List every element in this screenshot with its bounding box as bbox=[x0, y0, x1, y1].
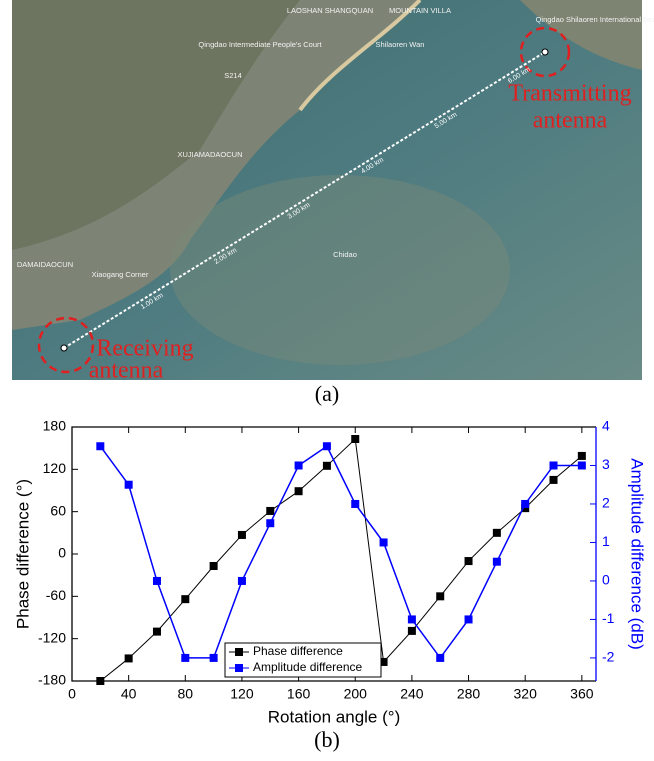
data-point bbox=[322, 461, 331, 470]
map-place-label: Xiaogang Corner bbox=[92, 270, 149, 279]
map-land-hills bbox=[12, 0, 300, 250]
data-point bbox=[521, 504, 530, 513]
data-point bbox=[266, 506, 275, 515]
receiver-label: antenna bbox=[89, 358, 164, 384]
map-beach bbox=[298, 0, 422, 112]
y2-tick-label: 1 bbox=[602, 533, 610, 549]
x-tick-label: 280 bbox=[457, 686, 481, 702]
data-point bbox=[351, 499, 360, 508]
data-point bbox=[237, 576, 246, 585]
data-point bbox=[181, 595, 190, 604]
map-place-label: Qingdao Intermediate People's Court bbox=[198, 40, 322, 49]
receiver-point bbox=[60, 344, 68, 352]
data-point bbox=[492, 528, 501, 537]
y-tick-label: -120 bbox=[38, 629, 66, 645]
data-point bbox=[152, 627, 161, 636]
x-tick-label: 240 bbox=[400, 686, 424, 702]
data-point bbox=[96, 677, 105, 685]
x-tick-label: 160 bbox=[287, 686, 311, 702]
map-place-label: Qingdao Shilaoren International Beach bbox=[536, 15, 654, 24]
data-point bbox=[209, 561, 218, 570]
y2-tick-label: 0 bbox=[602, 572, 610, 588]
data-point bbox=[577, 461, 586, 470]
data-point bbox=[124, 654, 133, 663]
y-tick-label: 180 bbox=[43, 418, 67, 434]
y-axis-label: Phase difference (°) bbox=[13, 479, 32, 629]
map-place-label: Chidao bbox=[333, 250, 357, 259]
x-tick-label: 120 bbox=[230, 686, 254, 702]
data-point bbox=[237, 530, 246, 539]
data-point bbox=[322, 442, 331, 451]
chart-caption: (b) bbox=[314, 727, 340, 752]
data-point bbox=[379, 657, 388, 666]
series-line bbox=[100, 437, 583, 682]
map-caption: (a) bbox=[315, 381, 339, 406]
map-place-label: LAOSHAN SHANGQUAN bbox=[287, 6, 373, 15]
y-tick-label: -60 bbox=[46, 587, 66, 603]
y2-tick-label: -2 bbox=[602, 649, 615, 665]
data-point bbox=[407, 626, 416, 635]
map-place-label: S214 bbox=[224, 71, 242, 80]
x-axis-label: Rotation angle (°) bbox=[268, 707, 400, 726]
distance-line bbox=[63, 51, 546, 349]
legend-label: Amplitude difference bbox=[253, 660, 363, 674]
receiver-circle bbox=[37, 316, 95, 374]
legend-label: Phase difference bbox=[253, 644, 343, 658]
y-tick-label: 0 bbox=[58, 545, 66, 561]
y2-tick-label: 3 bbox=[602, 456, 610, 472]
map-land-east bbox=[520, 0, 642, 70]
legend-marker bbox=[235, 648, 243, 656]
data-point bbox=[181, 653, 190, 662]
y-tick-label: -180 bbox=[38, 672, 66, 688]
x-tick-label: 80 bbox=[178, 686, 194, 702]
data-point bbox=[492, 557, 501, 566]
data-point bbox=[152, 576, 161, 585]
legend-box bbox=[224, 642, 382, 678]
data-point bbox=[379, 538, 388, 547]
x-tick-label: 40 bbox=[121, 686, 137, 702]
data-point bbox=[577, 451, 586, 460]
map-place-label: Shilaoren Wan bbox=[376, 40, 425, 49]
chart: 0 40 80 120 160 200 240 280 320 360-180-120-60060… bbox=[13, 418, 646, 727]
data-point bbox=[549, 475, 558, 484]
data-point bbox=[294, 487, 303, 496]
data-point bbox=[209, 653, 218, 662]
legend-marker bbox=[235, 664, 243, 672]
map-place-label: DAMAIDAOCUN bbox=[17, 260, 73, 269]
x-tick-label: 320 bbox=[514, 686, 538, 702]
data-point bbox=[351, 434, 360, 443]
y2-tick-label: 2 bbox=[602, 495, 610, 511]
data-point bbox=[521, 499, 530, 508]
transmitter-circle bbox=[519, 26, 571, 78]
data-point bbox=[294, 461, 303, 470]
y2-tick-label: -1 bbox=[602, 610, 615, 626]
receiver-label: Receiving bbox=[96, 336, 193, 362]
y-tick-label: 120 bbox=[43, 460, 67, 476]
transmitter-label: Transmitting bbox=[508, 81, 631, 107]
y2-axis-label: Amplitude difference (dB) bbox=[628, 458, 647, 650]
map bbox=[12, 0, 642, 380]
series-line bbox=[99, 445, 582, 660]
y-tick-label: 60 bbox=[50, 502, 66, 518]
data-point bbox=[436, 653, 445, 662]
x-tick-label: 360 bbox=[570, 686, 594, 702]
transmitter-label: antenna bbox=[533, 108, 608, 134]
data-point bbox=[266, 519, 275, 528]
data-point bbox=[464, 615, 473, 624]
map-shoal bbox=[170, 175, 510, 365]
data-point bbox=[96, 442, 105, 451]
map-place-label: MOUNTAIN VILLA bbox=[389, 6, 451, 15]
x-tick-label: 200 bbox=[344, 686, 368, 702]
transmitter-point bbox=[541, 48, 549, 56]
y2-tick-label: 4 bbox=[602, 418, 610, 434]
x-tick-label: 0 bbox=[68, 686, 76, 702]
map-place-label: XUJIAMADAOCUN bbox=[177, 150, 242, 159]
data-point bbox=[436, 592, 445, 601]
data-point bbox=[124, 480, 133, 489]
data-point bbox=[464, 557, 473, 566]
axes-frame bbox=[71, 426, 596, 682]
data-point bbox=[407, 615, 416, 624]
data-point bbox=[549, 461, 558, 470]
